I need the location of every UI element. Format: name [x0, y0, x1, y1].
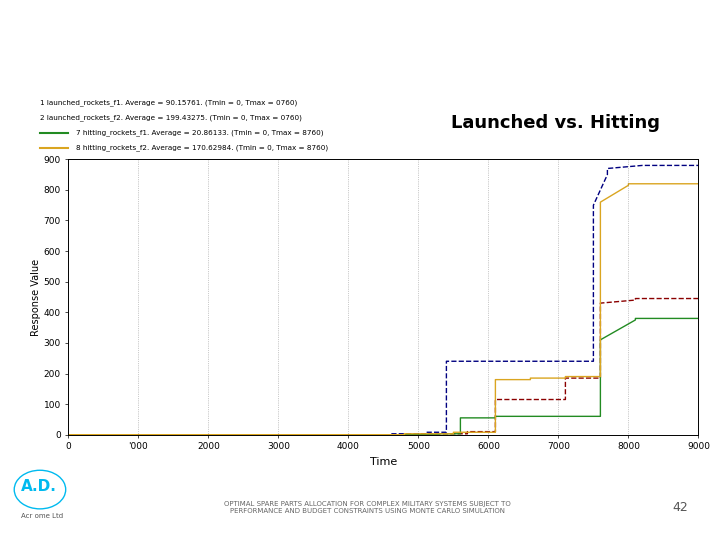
Text: 2 launched_rockets_f2. Average = 199.43275. (Tmin = 0, Tmax = 0760): 2 launched_rockets_f2. Average = 199.432…: [40, 114, 302, 122]
X-axis label: Time: Time: [370, 457, 397, 467]
Y-axis label: Response Value: Response Value: [31, 259, 41, 335]
Text: A.D.: A.D.: [22, 480, 57, 494]
Text: 7 hitting_rockets_f1. Average = 20.86133. (Tmin = 0, Tmax = 8760): 7 hitting_rockets_f1. Average = 20.86133…: [76, 130, 323, 136]
Text: OPTIMAL SPARE PARTS ALLOCATION FOR COMPLEX MILITARY SYSTEMS SUBJECT TO
PERFORMAN: OPTIMAL SPARE PARTS ALLOCATION FOR COMPL…: [224, 501, 510, 514]
Text: 42: 42: [672, 501, 688, 514]
Text: Initial Performance: Initial Performance: [13, 24, 348, 55]
Text: Launched vs. Hitting: Launched vs. Hitting: [451, 114, 660, 132]
Text: Acr ome Ltd: Acr ome Ltd: [22, 513, 63, 519]
Text: 8 hitting_rockets_f2. Average = 170.62984. (Tmin = 0, Tmax = 8760): 8 hitting_rockets_f2. Average = 170.6298…: [76, 144, 328, 151]
Text: 1 launched_rockets_f1. Average = 90.15761. (Tmin = 0, Tmax = 0760): 1 launched_rockets_f1. Average = 90.1576…: [40, 99, 297, 106]
